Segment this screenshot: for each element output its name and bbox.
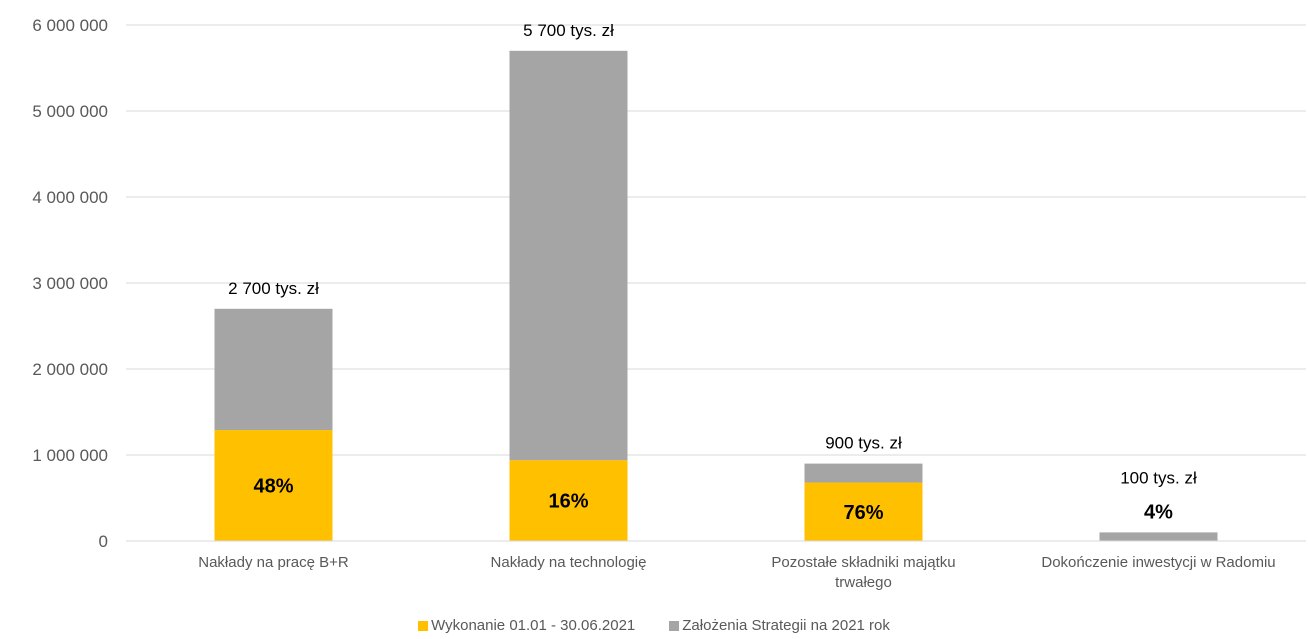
total-label: 5 700 tys. zł bbox=[523, 21, 614, 40]
x-category-label: Pozostałe składniki majątku bbox=[771, 554, 955, 571]
legend-label-wykonanie: Wykonanie 01.01 - 30.06.2021 bbox=[431, 617, 636, 634]
total-label: 2 700 tys. zł bbox=[228, 279, 319, 298]
x-category-label: Nakłady na technologię bbox=[491, 554, 647, 571]
bar-wykonanie bbox=[804, 482, 923, 541]
percent-label: 76% bbox=[843, 502, 883, 524]
legend-label-zalozenia: Założenia Strategii na 2021 rok bbox=[682, 617, 890, 634]
bar-wykonanie bbox=[214, 430, 333, 541]
y-tick-label: 6 000 000 bbox=[32, 16, 108, 35]
legend: Wykonanie 01.01 - 30.06.2021 Założenia S… bbox=[0, 617, 1308, 634]
bar-zalozenia bbox=[509, 50, 628, 461]
y-tick-label: 2 000 000 bbox=[32, 360, 108, 379]
total-label: 900 tys. zł bbox=[825, 434, 902, 453]
y-tick-label: 5 000 000 bbox=[32, 102, 108, 121]
percent-label: 48% bbox=[253, 476, 293, 498]
bar-zalozenia bbox=[214, 308, 333, 431]
y-tick-label: 0 bbox=[99, 532, 108, 551]
bar-zalozenia bbox=[1099, 532, 1218, 541]
legend-swatch-wykonanie bbox=[418, 620, 429, 631]
bar-wykonanie bbox=[509, 460, 628, 541]
legend-item-wykonanie: Wykonanie 01.01 - 30.06.2021 bbox=[418, 617, 635, 634]
legend-swatch-zalozenia bbox=[669, 620, 680, 631]
x-category-label: Dokończenie inwestycji w Radomiu bbox=[1041, 554, 1275, 571]
legend-item-zalozenia: Założenia Strategii na 2021 rok bbox=[669, 617, 890, 634]
y-tick-label: 4 000 000 bbox=[32, 188, 108, 207]
x-category-label: trwałego bbox=[835, 574, 892, 591]
percent-label: 16% bbox=[548, 491, 588, 513]
percent-label: 4% bbox=[1144, 501, 1173, 523]
y-tick-label: 3 000 000 bbox=[32, 274, 108, 293]
bar-zalozenia bbox=[804, 463, 923, 483]
x-category-label: Nakłady na pracę B+R bbox=[198, 554, 349, 571]
y-tick-label: 1 000 000 bbox=[32, 446, 108, 465]
total-label: 100 tys. zł bbox=[1120, 468, 1197, 487]
